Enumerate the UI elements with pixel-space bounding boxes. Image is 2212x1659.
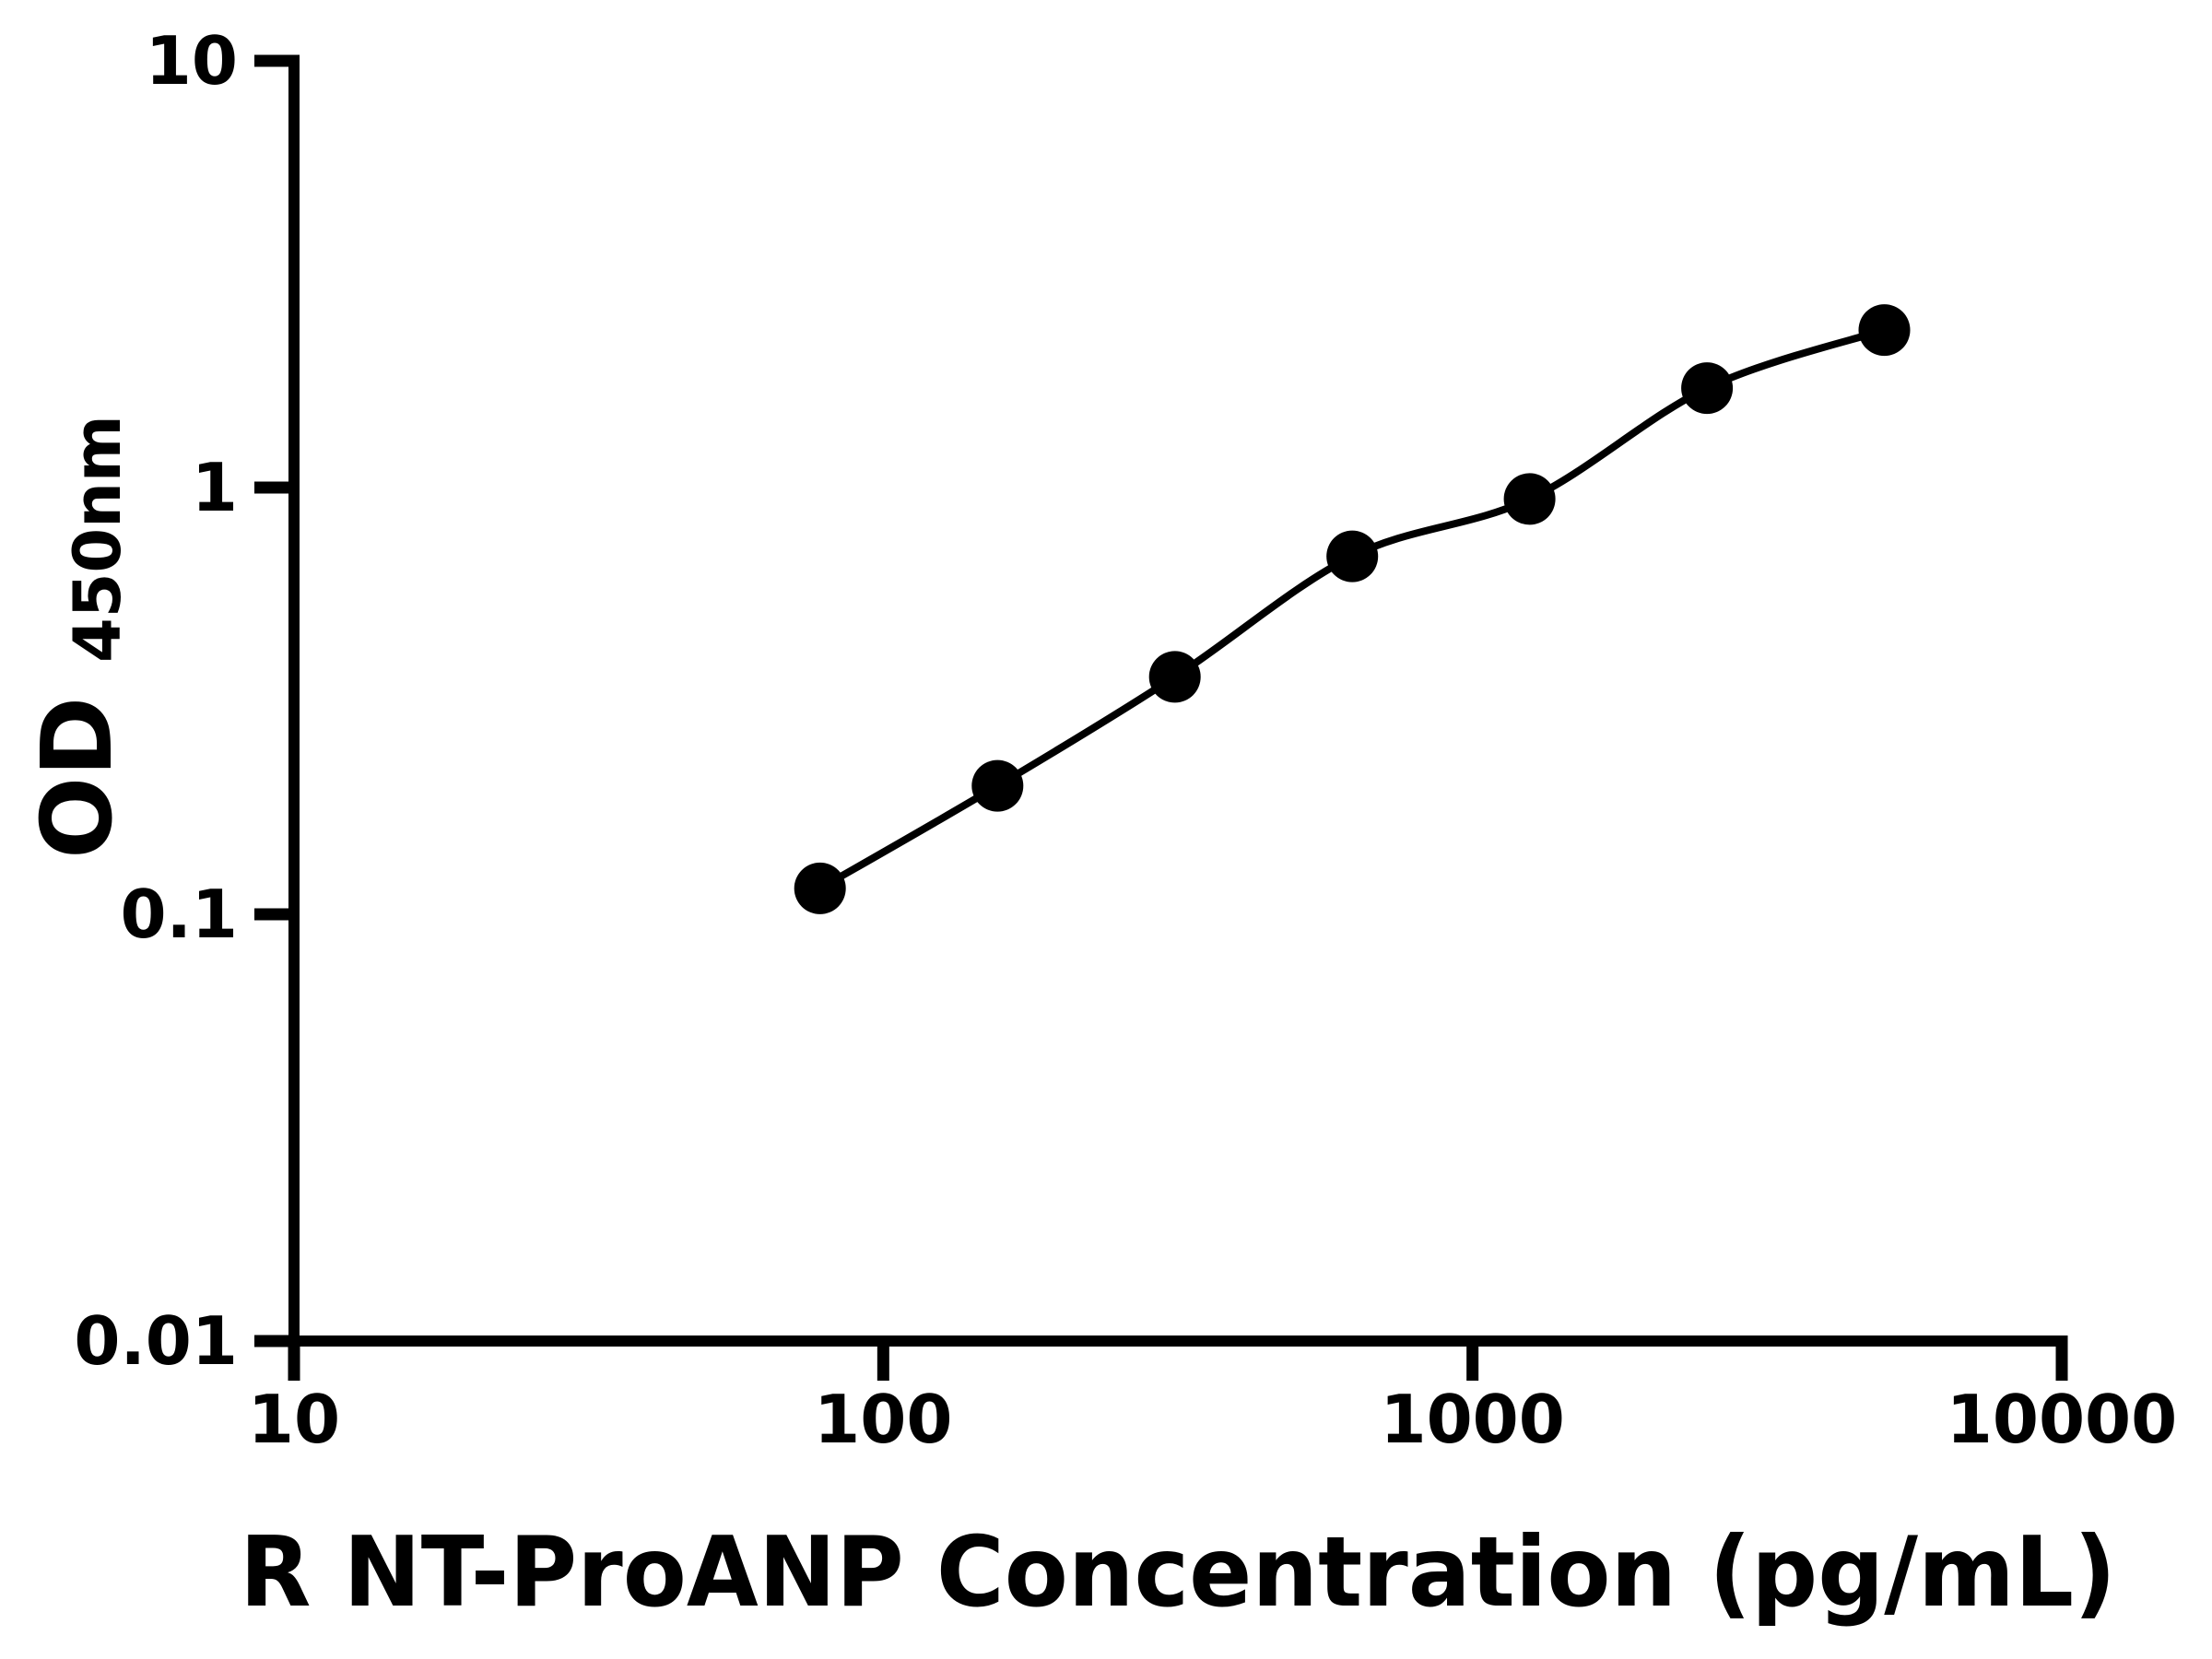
data-points [794, 304, 1911, 914]
x-tick-label: 10000 [1947, 1381, 2178, 1458]
data-point-marker [1326, 530, 1379, 582]
axes [288, 54, 2068, 1347]
data-point-marker [971, 759, 1024, 812]
data-point-marker [1681, 362, 1734, 415]
y-axis-title-main: OD [21, 697, 134, 859]
data-point-marker [1148, 651, 1201, 703]
y-tick-labels: 10 1 0.1 0.01 [74, 22, 238, 1380]
data-point-marker [1858, 304, 1911, 357]
x-tick-label: 100 [814, 1381, 952, 1458]
y-tick-label: 1 [192, 449, 238, 526]
x-tick-label: 10 [248, 1381, 340, 1458]
x-tick-marks [288, 1341, 2068, 1381]
x-tick-labels: 10 100 1000 10000 [248, 1381, 2177, 1458]
data-point-marker [1503, 473, 1556, 525]
y-axis-title: OD 450nm [21, 415, 135, 859]
data-point-marker [794, 862, 846, 914]
y-axis-title-sub: 450nm [60, 415, 135, 663]
y-tick-label: 10 [146, 22, 238, 100]
y-tick-label: 0.01 [74, 1302, 238, 1380]
x-tick-label: 1000 [1380, 1381, 1564, 1458]
y-tick-marks [254, 54, 294, 1347]
x-axis-title: R NT-ProANP Concentration (pg/mL) [240, 1516, 2116, 1629]
y-tick-label: 0.1 [120, 876, 238, 953]
